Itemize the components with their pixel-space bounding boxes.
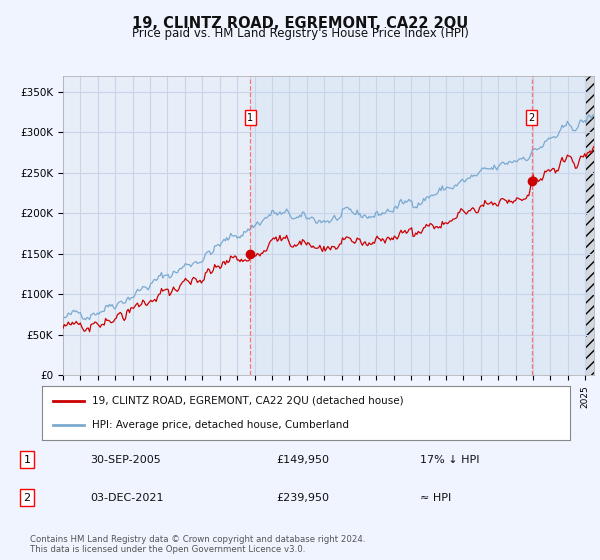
Text: 17% ↓ HPI: 17% ↓ HPI <box>420 455 479 465</box>
Text: 30-SEP-2005: 30-SEP-2005 <box>90 455 161 465</box>
Text: 03-DEC-2021: 03-DEC-2021 <box>90 493 163 503</box>
Text: £149,950: £149,950 <box>276 455 329 465</box>
Text: 2: 2 <box>23 493 31 503</box>
Text: 2: 2 <box>529 113 535 123</box>
Bar <box>585 76 594 375</box>
Text: £239,950: £239,950 <box>276 493 329 503</box>
Text: 1: 1 <box>23 455 31 465</box>
Text: 19, CLINTZ ROAD, EGREMONT, CA22 2QU (detached house): 19, CLINTZ ROAD, EGREMONT, CA22 2QU (det… <box>92 396 404 406</box>
Text: HPI: Average price, detached house, Cumberland: HPI: Average price, detached house, Cumb… <box>92 420 349 430</box>
Text: 19, CLINTZ ROAD, EGREMONT, CA22 2QU: 19, CLINTZ ROAD, EGREMONT, CA22 2QU <box>132 16 468 31</box>
Text: Contains HM Land Registry data © Crown copyright and database right 2024.
This d: Contains HM Land Registry data © Crown c… <box>30 535 365 554</box>
Text: ≈ HPI: ≈ HPI <box>420 493 451 503</box>
Bar <box>250 76 594 375</box>
Text: 1: 1 <box>247 113 253 123</box>
Text: Price paid vs. HM Land Registry's House Price Index (HPI): Price paid vs. HM Land Registry's House … <box>131 27 469 40</box>
